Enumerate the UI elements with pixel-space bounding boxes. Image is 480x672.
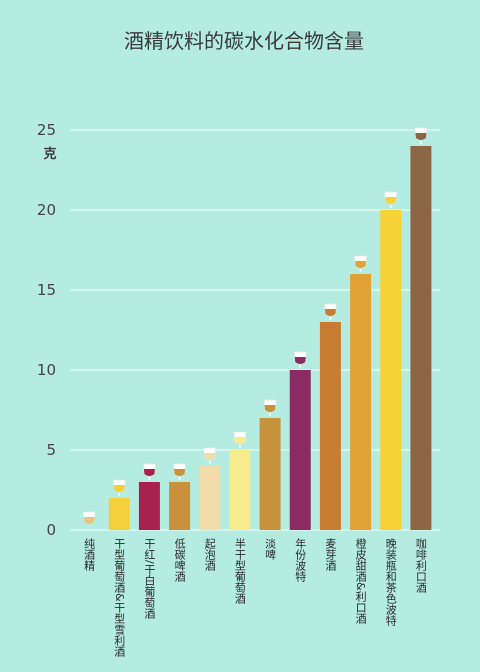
glass-icon xyxy=(142,463,156,480)
x-tick-label: 干红/干白葡萄酒 xyxy=(143,538,156,619)
bar xyxy=(108,498,130,530)
glass-icon xyxy=(414,127,428,144)
glass-icon xyxy=(354,255,368,272)
y-axis-ticks: 0 5 10 15 20 25 xyxy=(37,121,56,539)
x-tick-label: 淡啤 xyxy=(264,538,277,561)
glass-icon xyxy=(82,511,96,525)
x-tick-label: 晚装瓶和茶色波特 xyxy=(384,538,397,626)
glass-icon xyxy=(233,431,247,448)
bars xyxy=(82,127,432,530)
bar xyxy=(410,146,432,530)
x-tick-label: 纯酒精 xyxy=(83,538,96,571)
y-tick-label: 20 xyxy=(37,201,56,219)
glass-icon xyxy=(293,351,307,368)
bar xyxy=(199,466,221,530)
glass-icon xyxy=(384,191,398,208)
chart-title: 酒精饮料的碳水化合物含量 xyxy=(124,29,364,53)
bar xyxy=(138,482,160,530)
glass-icon xyxy=(323,303,337,320)
y-tick-label: 25 xyxy=(37,121,56,139)
y-axis-label: 克 xyxy=(43,146,56,162)
glass-icon xyxy=(112,479,126,496)
bar xyxy=(229,450,251,530)
glass-icon xyxy=(263,399,277,416)
grid xyxy=(70,129,440,531)
y-tick-label: 15 xyxy=(37,281,56,299)
x-tick-label: 半干型葡萄酒 xyxy=(233,537,246,605)
x-tick-label: 咖啡利口酒 xyxy=(414,537,427,594)
y-tick-label: 10 xyxy=(37,361,56,379)
y-tick-label: 0 xyxy=(46,521,56,539)
x-axis-labels: 纯酒精 干型葡萄酒&干型雪利酒 干红/干白葡萄酒 低碳啤酒 起泡酒 半干型葡萄酒 淡啤 年份波… xyxy=(83,537,428,658)
glass-icon xyxy=(173,463,187,480)
bar xyxy=(289,370,311,530)
bar xyxy=(380,210,402,530)
x-tick-label: 干型葡萄酒&干型雪利酒 xyxy=(113,538,126,657)
glass-icon xyxy=(203,447,217,464)
bar xyxy=(259,418,281,530)
x-tick-label: 年份波特 xyxy=(294,537,307,582)
x-tick-label: 低碳啤酒 xyxy=(173,538,186,583)
bar xyxy=(169,482,191,530)
x-tick-label: 起泡酒 xyxy=(203,538,216,572)
y-tick-label: 5 xyxy=(46,441,56,459)
bar xyxy=(319,322,341,530)
x-tick-label: 麦芽酒 xyxy=(324,538,337,572)
bar xyxy=(350,274,372,530)
x-tick-label: 橙皮甜酒&利口酒 xyxy=(354,537,367,625)
